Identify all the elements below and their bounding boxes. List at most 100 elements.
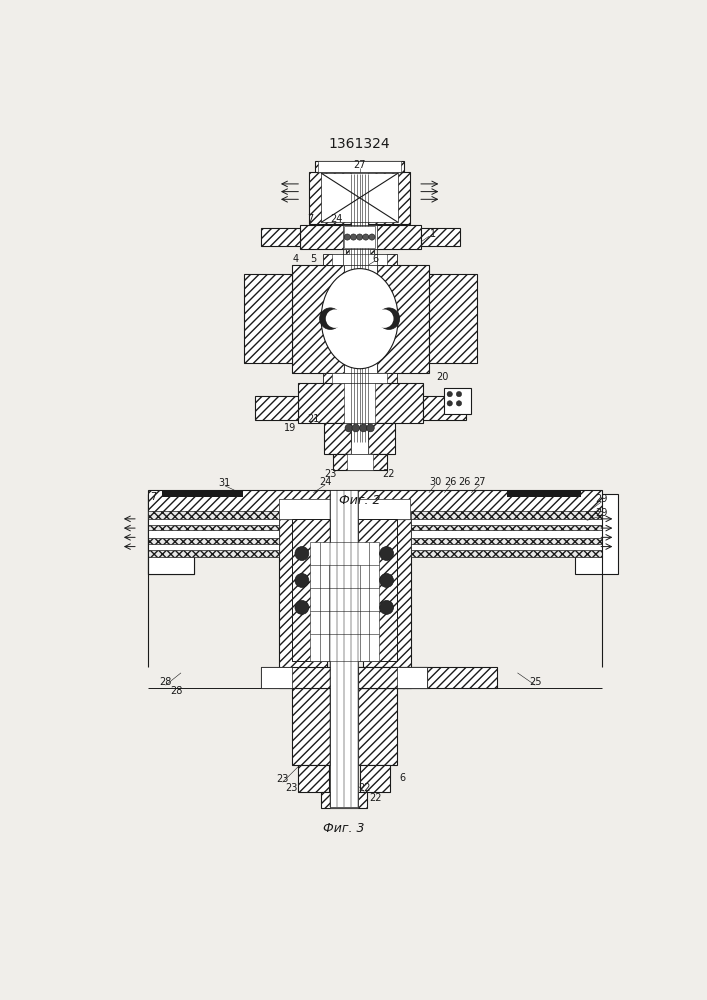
- Bar: [261, 667, 498, 688]
- Bar: [315, 161, 404, 172]
- Bar: [292, 519, 330, 661]
- Circle shape: [375, 309, 394, 328]
- Text: 22: 22: [369, 793, 381, 803]
- Bar: [148, 490, 602, 519]
- Text: 23: 23: [286, 783, 298, 793]
- Circle shape: [380, 574, 394, 587]
- Text: 22: 22: [358, 783, 370, 793]
- Bar: [346, 454, 373, 470]
- Text: Фиг. 3: Фиг. 3: [324, 822, 365, 835]
- Circle shape: [345, 424, 353, 432]
- Bar: [344, 265, 377, 373]
- Bar: [330, 792, 358, 808]
- Bar: [279, 499, 409, 519]
- Bar: [148, 494, 194, 574]
- Bar: [330, 490, 358, 807]
- Bar: [421, 228, 460, 246]
- Bar: [349, 249, 370, 265]
- Text: 27: 27: [354, 160, 366, 170]
- Bar: [411, 525, 602, 544]
- Bar: [325, 423, 351, 454]
- Bar: [244, 274, 292, 363]
- Bar: [332, 254, 387, 265]
- Circle shape: [356, 234, 363, 240]
- Bar: [279, 499, 409, 519]
- Text: 7: 7: [150, 492, 156, 502]
- Bar: [368, 383, 423, 423]
- Bar: [508, 490, 580, 497]
- Text: 6: 6: [399, 773, 406, 783]
- Text: 28: 28: [159, 677, 172, 687]
- Bar: [363, 519, 411, 688]
- Circle shape: [295, 574, 309, 587]
- Text: 4: 4: [293, 254, 299, 264]
- Bar: [344, 383, 375, 423]
- Bar: [261, 228, 300, 246]
- Bar: [444, 388, 471, 414]
- Bar: [360, 765, 390, 792]
- Bar: [298, 765, 329, 792]
- Bar: [346, 249, 373, 265]
- Text: 24: 24: [330, 214, 343, 224]
- Text: 29: 29: [595, 508, 607, 518]
- Bar: [322, 254, 397, 265]
- Bar: [397, 667, 428, 688]
- Bar: [321, 792, 368, 808]
- Bar: [423, 396, 466, 420]
- Text: 5: 5: [310, 254, 317, 264]
- Circle shape: [380, 547, 394, 560]
- Bar: [358, 667, 428, 688]
- Circle shape: [369, 234, 375, 240]
- Bar: [368, 225, 421, 249]
- Bar: [411, 511, 602, 557]
- Bar: [292, 688, 330, 765]
- Text: 29: 29: [595, 494, 607, 504]
- Bar: [309, 172, 411, 224]
- Bar: [368, 423, 395, 454]
- Bar: [162, 490, 243, 497]
- Bar: [318, 161, 402, 172]
- Text: 27: 27: [474, 477, 486, 487]
- Bar: [377, 265, 429, 373]
- Bar: [255, 396, 298, 420]
- Text: 21: 21: [308, 414, 320, 424]
- Circle shape: [363, 234, 369, 240]
- Bar: [292, 265, 344, 373]
- Bar: [310, 542, 379, 661]
- Text: 26: 26: [444, 477, 457, 487]
- Circle shape: [351, 234, 356, 240]
- Text: 30: 30: [429, 477, 441, 487]
- Circle shape: [456, 401, 462, 406]
- Circle shape: [320, 308, 341, 329]
- Bar: [429, 274, 477, 363]
- Bar: [333, 454, 387, 470]
- Circle shape: [295, 600, 309, 614]
- Bar: [148, 519, 279, 550]
- Text: Фиг. 2: Фиг. 2: [339, 494, 380, 507]
- Bar: [300, 225, 351, 249]
- Text: 7: 7: [308, 214, 313, 224]
- Bar: [344, 226, 375, 248]
- Text: 24: 24: [319, 477, 331, 487]
- Circle shape: [366, 424, 374, 432]
- Bar: [343, 225, 377, 249]
- Text: 1: 1: [430, 229, 436, 239]
- Text: 1361324: 1361324: [329, 137, 390, 151]
- Text: 19: 19: [284, 423, 296, 433]
- Bar: [321, 173, 398, 222]
- Text: 26: 26: [458, 477, 471, 487]
- Circle shape: [326, 309, 344, 328]
- Text: 23: 23: [325, 469, 337, 479]
- Bar: [261, 667, 292, 688]
- Circle shape: [295, 547, 309, 560]
- Bar: [298, 383, 351, 423]
- Circle shape: [447, 391, 452, 397]
- Text: 25: 25: [529, 677, 542, 687]
- Bar: [148, 525, 279, 544]
- Bar: [148, 530, 279, 538]
- Bar: [148, 494, 194, 574]
- Bar: [351, 423, 368, 454]
- Bar: [322, 373, 397, 383]
- Circle shape: [344, 234, 351, 240]
- Text: 23: 23: [276, 774, 289, 784]
